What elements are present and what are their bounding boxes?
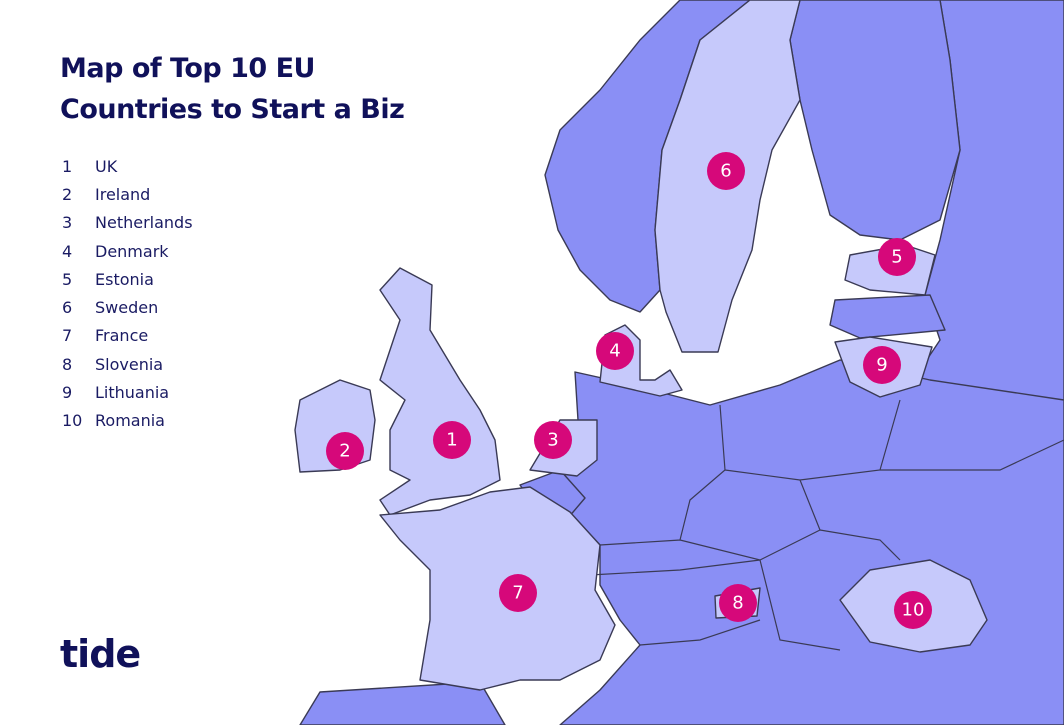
svg-text:1: 1 (446, 430, 457, 451)
marker-8-slovenia[interactable]: 8 (719, 584, 757, 622)
legend-rank: 1 (62, 156, 73, 176)
title-line-2: Countries to Start a Biz (60, 94, 405, 125)
legend-rank: 2 (62, 184, 73, 204)
tide-logo: tide (60, 632, 141, 676)
country-france (379, 486, 616, 691)
legend-rank: 3 (62, 213, 73, 233)
legend-country: France (95, 326, 149, 346)
legend-rank: 10 (62, 411, 83, 431)
legend-item: 4 Denmark (62, 237, 193, 265)
legend-item: 6 Sweden (62, 293, 193, 321)
page-title: Map of Top 10 EU Countries to Start a Bi… (60, 48, 405, 130)
country-uk (379, 267, 501, 516)
ranking-legend: 1 UK 2 Ireland 3 Netherlands 4 Denmark 5 Estonia 6… (62, 152, 193, 435)
title-line-1: Map of Top 10 EU (60, 53, 315, 84)
country-latvia (829, 294, 946, 339)
marker-4-denmark[interactable]: 4 (596, 332, 634, 370)
marker-2-ireland[interactable]: 2 (326, 432, 364, 470)
svg-text:8: 8 (732, 593, 743, 614)
legend-item: 7 France (62, 322, 193, 350)
marker-1-uk[interactable]: 1 (433, 421, 471, 459)
legend-item: 10 Romania (62, 407, 193, 435)
legend-country: Ireland (95, 184, 151, 204)
marker-3-netherlands[interactable]: 3 (534, 421, 572, 459)
marker-5-estonia[interactable]: 5 (878, 238, 916, 276)
legend-rank: 9 (62, 383, 73, 403)
borders (589, 399, 1064, 651)
svg-text:10: 10 (902, 600, 925, 621)
svg-text:7: 7 (512, 583, 523, 604)
legend-rank: 8 (62, 354, 73, 374)
marker-10-romania[interactable]: 10 (894, 591, 932, 629)
legend-rank: 4 (62, 241, 73, 261)
legend-country: UK (95, 156, 118, 176)
svg-text:3: 3 (547, 430, 558, 451)
svg-text:6: 6 (720, 161, 731, 182)
legend-country: Lithuania (95, 383, 170, 403)
legend-item: 1 UK (62, 152, 193, 180)
legend-item: 3 Netherlands (62, 209, 193, 237)
svg-text:4: 4 (609, 341, 620, 362)
central-europe (544, 359, 1064, 725)
legend-country: Estonia (95, 269, 154, 289)
legend-item: 2 Ireland (62, 180, 193, 208)
legend-item: 5 Estonia (62, 265, 193, 293)
legend-country: Sweden (95, 298, 159, 318)
svg-text:9: 9 (876, 355, 887, 376)
marker-9-lithuania[interactable]: 9 (863, 346, 901, 384)
legend-rank: 6 (62, 298, 73, 318)
legend-item: 8 Slovenia (62, 350, 193, 378)
marker-7-france[interactable]: 7 (499, 574, 537, 612)
country-spain (299, 681, 506, 725)
marker-6-sweden[interactable]: 6 (707, 152, 745, 190)
legend-item: 9 Lithuania (62, 378, 193, 406)
legend-rank: 5 (62, 269, 73, 289)
legend-country: Denmark (95, 241, 169, 261)
legend-country: Netherlands (95, 213, 193, 233)
svg-text:5: 5 (891, 247, 902, 268)
country-finland (789, 0, 961, 241)
legend-country: Romania (95, 411, 165, 431)
svg-text:2: 2 (339, 441, 350, 462)
legend-rank: 7 (62, 326, 73, 346)
legend-country: Slovenia (95, 354, 164, 374)
